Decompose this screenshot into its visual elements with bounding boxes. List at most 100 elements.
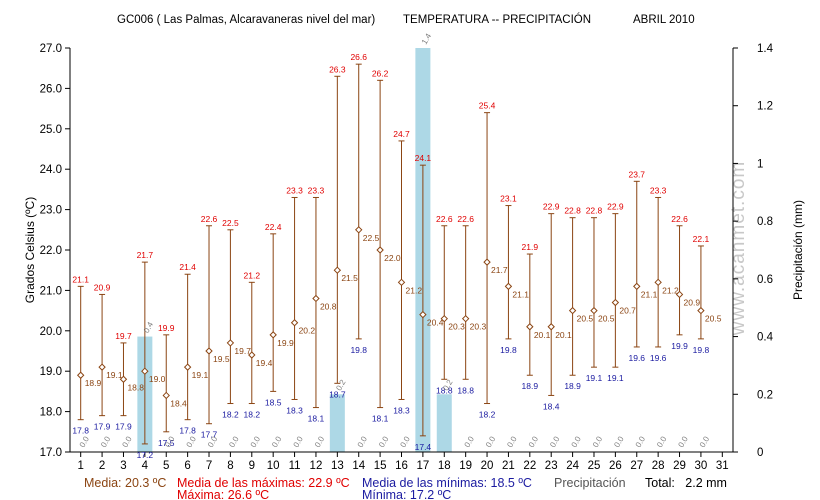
summary-min: Mínima: 17.2 ºC (362, 488, 451, 500)
max-label: 21.4 (179, 262, 196, 272)
period-title: ABRIL 2010 (633, 14, 695, 26)
min-label: 17.8 (179, 426, 196, 436)
mean-label: 20.9 (684, 297, 701, 307)
mean-label: 19.4 (256, 358, 273, 368)
x-tick-label: 6 (184, 460, 190, 472)
x-tick-label: 19 (459, 460, 472, 472)
precip-label: 0.0 (634, 434, 648, 449)
summary-precip-total: Total: 2.2 mm (645, 476, 727, 490)
summary-max: Máxima: 26.6 ºC (177, 488, 269, 500)
precip-label: 0.0 (527, 434, 541, 449)
mean-marker (526, 323, 534, 331)
axis-ticks: 17.018.019.020.021.022.023.024.025.026.0… (40, 43, 774, 472)
mean-label: 20.5 (705, 314, 722, 324)
x-tick-label: 15 (374, 460, 387, 472)
mean-label: 19.7 (234, 346, 251, 356)
x-tick-label: 11 (289, 460, 301, 472)
min-label: 19.6 (628, 353, 645, 363)
mean-marker (76, 371, 85, 379)
x-tick-label: 7 (206, 460, 212, 472)
max-label: 23.3 (286, 185, 303, 195)
left-tick-label: 21.0 (40, 285, 62, 297)
left-tick-label: 18.0 (40, 407, 62, 419)
precip-label: 0.0 (548, 434, 562, 449)
mean-marker (141, 367, 149, 375)
max-label: 26.2 (372, 68, 389, 78)
max-label: 20.9 (94, 282, 111, 292)
precip-label: 0.2 (441, 378, 455, 393)
max-label: 22.6 (201, 214, 218, 224)
max-label: 22.1 (693, 234, 710, 244)
mean-marker (568, 306, 577, 315)
max-label: 26.3 (329, 64, 346, 74)
x-tick-label: 16 (395, 460, 408, 472)
precip-label: 0.0 (227, 434, 241, 449)
mean-label: 20.7 (619, 306, 636, 316)
max-label: 22.8 (586, 206, 603, 216)
left-tick-label: 26.0 (40, 83, 62, 95)
x-tick-label: 1 (77, 460, 83, 472)
precip-label: 0.0 (505, 434, 519, 449)
left-tick-label: 24.0 (40, 164, 62, 176)
mean-marker (355, 226, 363, 234)
mean-label: 20.8 (320, 301, 337, 311)
precip-bar (436, 394, 452, 452)
right-tick-label: 0 (757, 447, 763, 459)
x-tick-label: 30 (695, 460, 708, 472)
min-label: 18.4 (543, 401, 560, 411)
precip-label: 0.0 (377, 434, 391, 449)
x-tick-label: 13 (331, 460, 344, 472)
mean-label: 18.4 (170, 398, 187, 408)
right-tick-label: 0.8 (757, 216, 773, 228)
min-label: 18.1 (308, 414, 325, 424)
max-label: 22.6 (457, 214, 474, 224)
mean-label: 19.5 (213, 354, 230, 364)
mean-label: 21.5 (341, 273, 358, 283)
min-label: 17.5 (158, 438, 175, 448)
x-tick-label: 12 (310, 460, 323, 472)
max-label: 22.8 (564, 206, 581, 216)
x-tick-label: 29 (673, 460, 686, 472)
x-tick-label: 10 (267, 460, 280, 472)
right-tick-label: 0.2 (757, 389, 773, 401)
max-label: 19.7 (115, 331, 132, 341)
mean-label: 21.2 (662, 285, 679, 295)
precip-label: 0.0 (270, 434, 284, 449)
mean-marker (290, 319, 299, 327)
max-label: 21.9 (522, 242, 539, 252)
min-label: 18.7 (329, 389, 346, 399)
min-label: 18.8 (457, 385, 474, 395)
precip-label: 0.0 (163, 434, 177, 449)
precip-label: 0.0 (120, 434, 134, 449)
min-label: 19.6 (650, 353, 667, 363)
mean-label: 19.1 (106, 370, 123, 380)
max-label: 23.7 (628, 169, 645, 179)
watermark: www.acanmet.com (728, 161, 749, 336)
left-tick-label: 17.0 (40, 447, 62, 459)
summary-mean-max: Media de las máximas: 22.9 ºC (177, 476, 350, 490)
max-label: 22.9 (543, 202, 560, 212)
mean-label: 20.5 (577, 314, 594, 324)
min-label: 19.1 (607, 373, 624, 383)
precip-label: 0.0 (570, 434, 584, 449)
max-label: 25.4 (479, 101, 496, 111)
x-tick-label: 9 (249, 460, 255, 472)
mean-marker (205, 347, 213, 355)
left-tick-label: 22.0 (40, 245, 62, 257)
x-tick-label: 4 (142, 460, 149, 472)
mean-marker (547, 323, 555, 331)
min-label: 18.9 (564, 381, 581, 391)
x-tick-label: 31 (716, 460, 729, 472)
x-tick-label: 23 (545, 460, 558, 472)
mean-marker (183, 363, 192, 371)
temperature-ranges (76, 63, 705, 445)
x-tick-label: 18 (438, 460, 451, 472)
x-tick-label: 2 (99, 460, 105, 472)
summary-mean-min: Media de las mínimas: 18.5 ºC (362, 476, 532, 490)
precip-label: 0.0 (398, 434, 412, 449)
precip-label: 0.0 (292, 434, 306, 449)
max-label: 22.9 (607, 202, 624, 212)
min-label: 18.3 (286, 405, 303, 415)
x-tick-label: 8 (227, 460, 233, 472)
mean-marker (697, 306, 705, 315)
